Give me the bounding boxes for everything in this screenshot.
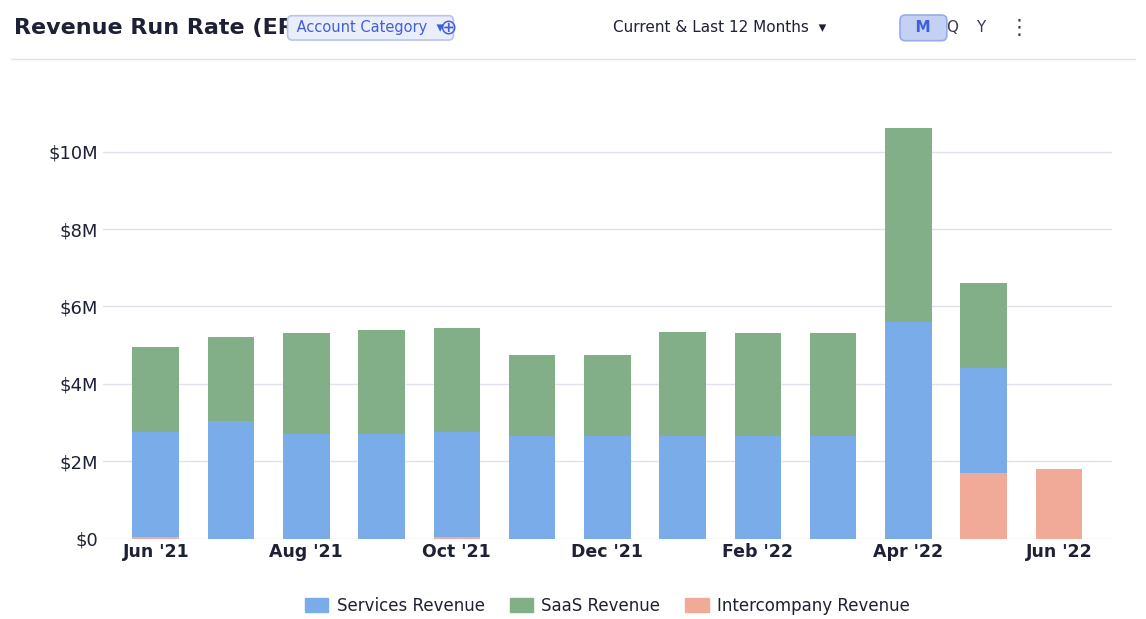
Bar [659,436,706,539]
Bar [735,334,782,436]
Text: Revenue Run Rate (ERP): Revenue Run Rate (ERP) [14,18,321,38]
Text: Account Category  ▾: Account Category ▾ [292,20,449,35]
Bar [509,355,556,436]
Text: Current & Last 12 Months  ▾: Current & Last 12 Months ▾ [613,20,826,35]
Text: ⊕: ⊕ [439,18,456,38]
Bar [133,432,179,537]
Legend: Services Revenue, SaaS Revenue, Intercompany Revenue: Services Revenue, SaaS Revenue, Intercom… [305,597,910,615]
Bar [133,347,179,432]
Bar [584,436,630,539]
Bar [659,332,706,436]
Bar [207,420,254,539]
Bar [433,432,480,537]
Text: Y: Y [976,20,986,35]
Bar [433,537,480,539]
Bar [133,537,179,539]
Text: Q: Q [947,20,958,35]
Bar [885,128,932,322]
Bar [359,434,405,539]
Bar [584,355,630,436]
Bar [283,434,330,539]
Bar [960,368,1007,473]
Bar [885,322,932,539]
Bar [960,283,1007,368]
Bar [359,329,405,434]
Text: M: M [905,20,942,35]
Bar [433,327,480,432]
Text: ⋮: ⋮ [1008,18,1029,38]
Bar [810,436,856,539]
Bar [283,334,330,434]
Bar [207,337,254,420]
Bar [960,473,1007,539]
Bar [735,436,782,539]
Bar [1036,469,1082,539]
Bar [810,334,856,436]
Bar [509,436,556,539]
